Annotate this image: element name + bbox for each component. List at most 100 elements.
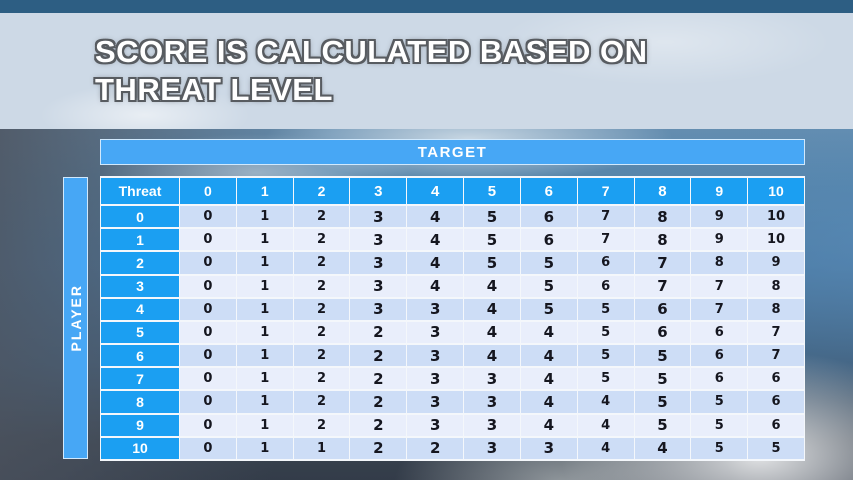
score-cell-0-6: 6: [519, 203, 578, 230]
score-cell-3-1: 1: [235, 273, 294, 299]
score-cell-2-6: 5: [519, 250, 578, 276]
score-cell-0-10: 10: [747, 203, 805, 230]
score-cell-0-9: 9: [690, 203, 749, 230]
score-cell-2-8: 7: [633, 250, 692, 276]
row-header-9: 9: [100, 412, 180, 438]
score-cell-1-1: 1: [235, 227, 294, 253]
score-cell-9-2: 2: [292, 412, 351, 438]
row-header-4: 4: [100, 296, 180, 322]
col-header-7: 7: [576, 176, 635, 206]
score-cell-10-1: 1: [235, 435, 294, 462]
score-cell-3-0: 0: [179, 273, 237, 299]
score-cell-1-8: 8: [633, 227, 692, 253]
score-cell-7-0: 0: [179, 366, 237, 392]
col-header-8: 8: [633, 176, 692, 206]
score-cell-0-1: 1: [235, 203, 294, 230]
row-header-1: 1: [100, 227, 180, 253]
score-cell-6-9: 6: [690, 343, 749, 369]
score-cell-10-5: 3: [463, 435, 521, 462]
col-header-2: 2: [292, 176, 351, 206]
corner-cell-threat: Threat: [100, 176, 180, 206]
score-cell-0-8: 8: [633, 203, 692, 230]
score-cell-4-2: 2: [292, 296, 351, 322]
score-cell-8-0: 0: [179, 389, 237, 415]
score-cell-8-2: 2: [292, 389, 351, 415]
col-header-1: 1: [235, 176, 294, 206]
score-cell-8-6: 4: [519, 389, 578, 415]
score-cell-6-3: 2: [349, 343, 408, 369]
score-cell-3-7: 6: [576, 273, 635, 299]
score-cell-6-10: 7: [747, 343, 805, 369]
score-cell-5-2: 2: [292, 319, 351, 346]
score-cell-2-2: 2: [292, 250, 351, 276]
score-cell-0-2: 2: [292, 203, 351, 230]
score-cell-7-2: 2: [292, 366, 351, 392]
score-cell-9-10: 6: [747, 412, 805, 438]
score-cell-8-7: 4: [576, 389, 635, 415]
score-cell-8-5: 3: [463, 389, 521, 415]
col-header-4: 4: [406, 176, 465, 206]
score-cell-5-5: 4: [463, 319, 521, 346]
score-cell-2-7: 6: [576, 250, 635, 276]
col-header-10: 10: [747, 176, 805, 206]
player-label: PLAYER: [67, 284, 84, 352]
score-cell-1-4: 4: [406, 227, 465, 253]
score-cell-3-3: 3: [349, 273, 408, 299]
score-cell-9-3: 2: [349, 412, 408, 438]
score-cell-4-9: 7: [690, 296, 749, 322]
score-cell-4-5: 4: [463, 296, 521, 322]
score-cell-6-8: 5: [633, 343, 692, 369]
score-cell-0-4: 4: [406, 203, 465, 230]
target-label: TARGET: [417, 143, 488, 161]
score-cell-5-7: 5: [576, 319, 635, 346]
score-cell-1-7: 7: [576, 227, 635, 253]
score-cell-6-0: 0: [179, 343, 237, 369]
score-cell-7-1: 1: [235, 366, 294, 392]
row-header-10: 10: [100, 435, 180, 462]
header-row: Threat 0 1 2 3 4 5 6 7 8 9 10: [100, 176, 805, 206]
col-header-0: 0: [179, 176, 237, 206]
score-cell-10-9: 5: [690, 435, 749, 462]
table-body: 0 0 1 2 3 4 5 6 7 8 9 10 1 0 1 2 3 4 5 6 7 8 9 10 2 0 1 2 3 4 5 5 6 7 8 9 3 0…: [100, 203, 805, 462]
score-cell-5-10: 7: [747, 319, 805, 346]
score-cell-3-2: 2: [292, 273, 351, 299]
score-cell-7-10: 6: [747, 366, 805, 392]
score-cell-7-9: 6: [690, 366, 749, 392]
score-cell-8-4: 3: [406, 389, 465, 415]
score-table: Threat 0 1 2 3 4 5 6 7 8 9 10 0 0 1 2 3 4 5 6 7 8 9 10 1 0 1 2 3 4 5…: [100, 176, 805, 462]
title-banner: SCORE IS CALCULATED BASED ON THREAT LEVE…: [0, 13, 853, 129]
score-cell-1-2: 2: [292, 227, 351, 253]
slide-title: SCORE IS CALCULATED BASED ON THREAT LEVE…: [95, 34, 648, 107]
score-cell-7-8: 5: [633, 366, 692, 392]
row-header-3: 3: [100, 273, 180, 299]
target-header-bar: TARGET: [100, 139, 805, 165]
score-cell-3-5: 4: [463, 273, 521, 299]
score-cell-7-5: 3: [463, 366, 521, 392]
score-cell-6-4: 3: [406, 343, 465, 369]
score-cell-7-6: 4: [519, 366, 578, 392]
score-cell-5-1: 1: [235, 319, 294, 346]
score-cell-10-7: 4: [576, 435, 635, 462]
col-header-5: 5: [463, 176, 521, 206]
score-cell-5-6: 4: [519, 319, 578, 346]
score-cell-2-9: 8: [690, 250, 749, 276]
score-cell-3-4: 4: [406, 273, 465, 299]
score-cell-9-7: 4: [576, 412, 635, 438]
score-cell-1-0: 0: [179, 227, 237, 253]
score-cell-5-8: 6: [633, 319, 692, 346]
score-cell-10-0: 0: [179, 435, 237, 462]
score-cell-7-3: 2: [349, 366, 408, 392]
table-row-0: 0 0 1 2 3 4 5 6 7 8 9 10: [100, 203, 805, 230]
score-cell-10-6: 3: [519, 435, 578, 462]
row-header-8: 8: [100, 389, 180, 415]
score-cell-8-8: 5: [633, 389, 692, 415]
score-cell-6-5: 4: [463, 343, 521, 369]
score-cell-5-0: 0: [179, 319, 237, 346]
top-strip: [0, 0, 853, 13]
score-cell-5-4: 3: [406, 319, 465, 346]
